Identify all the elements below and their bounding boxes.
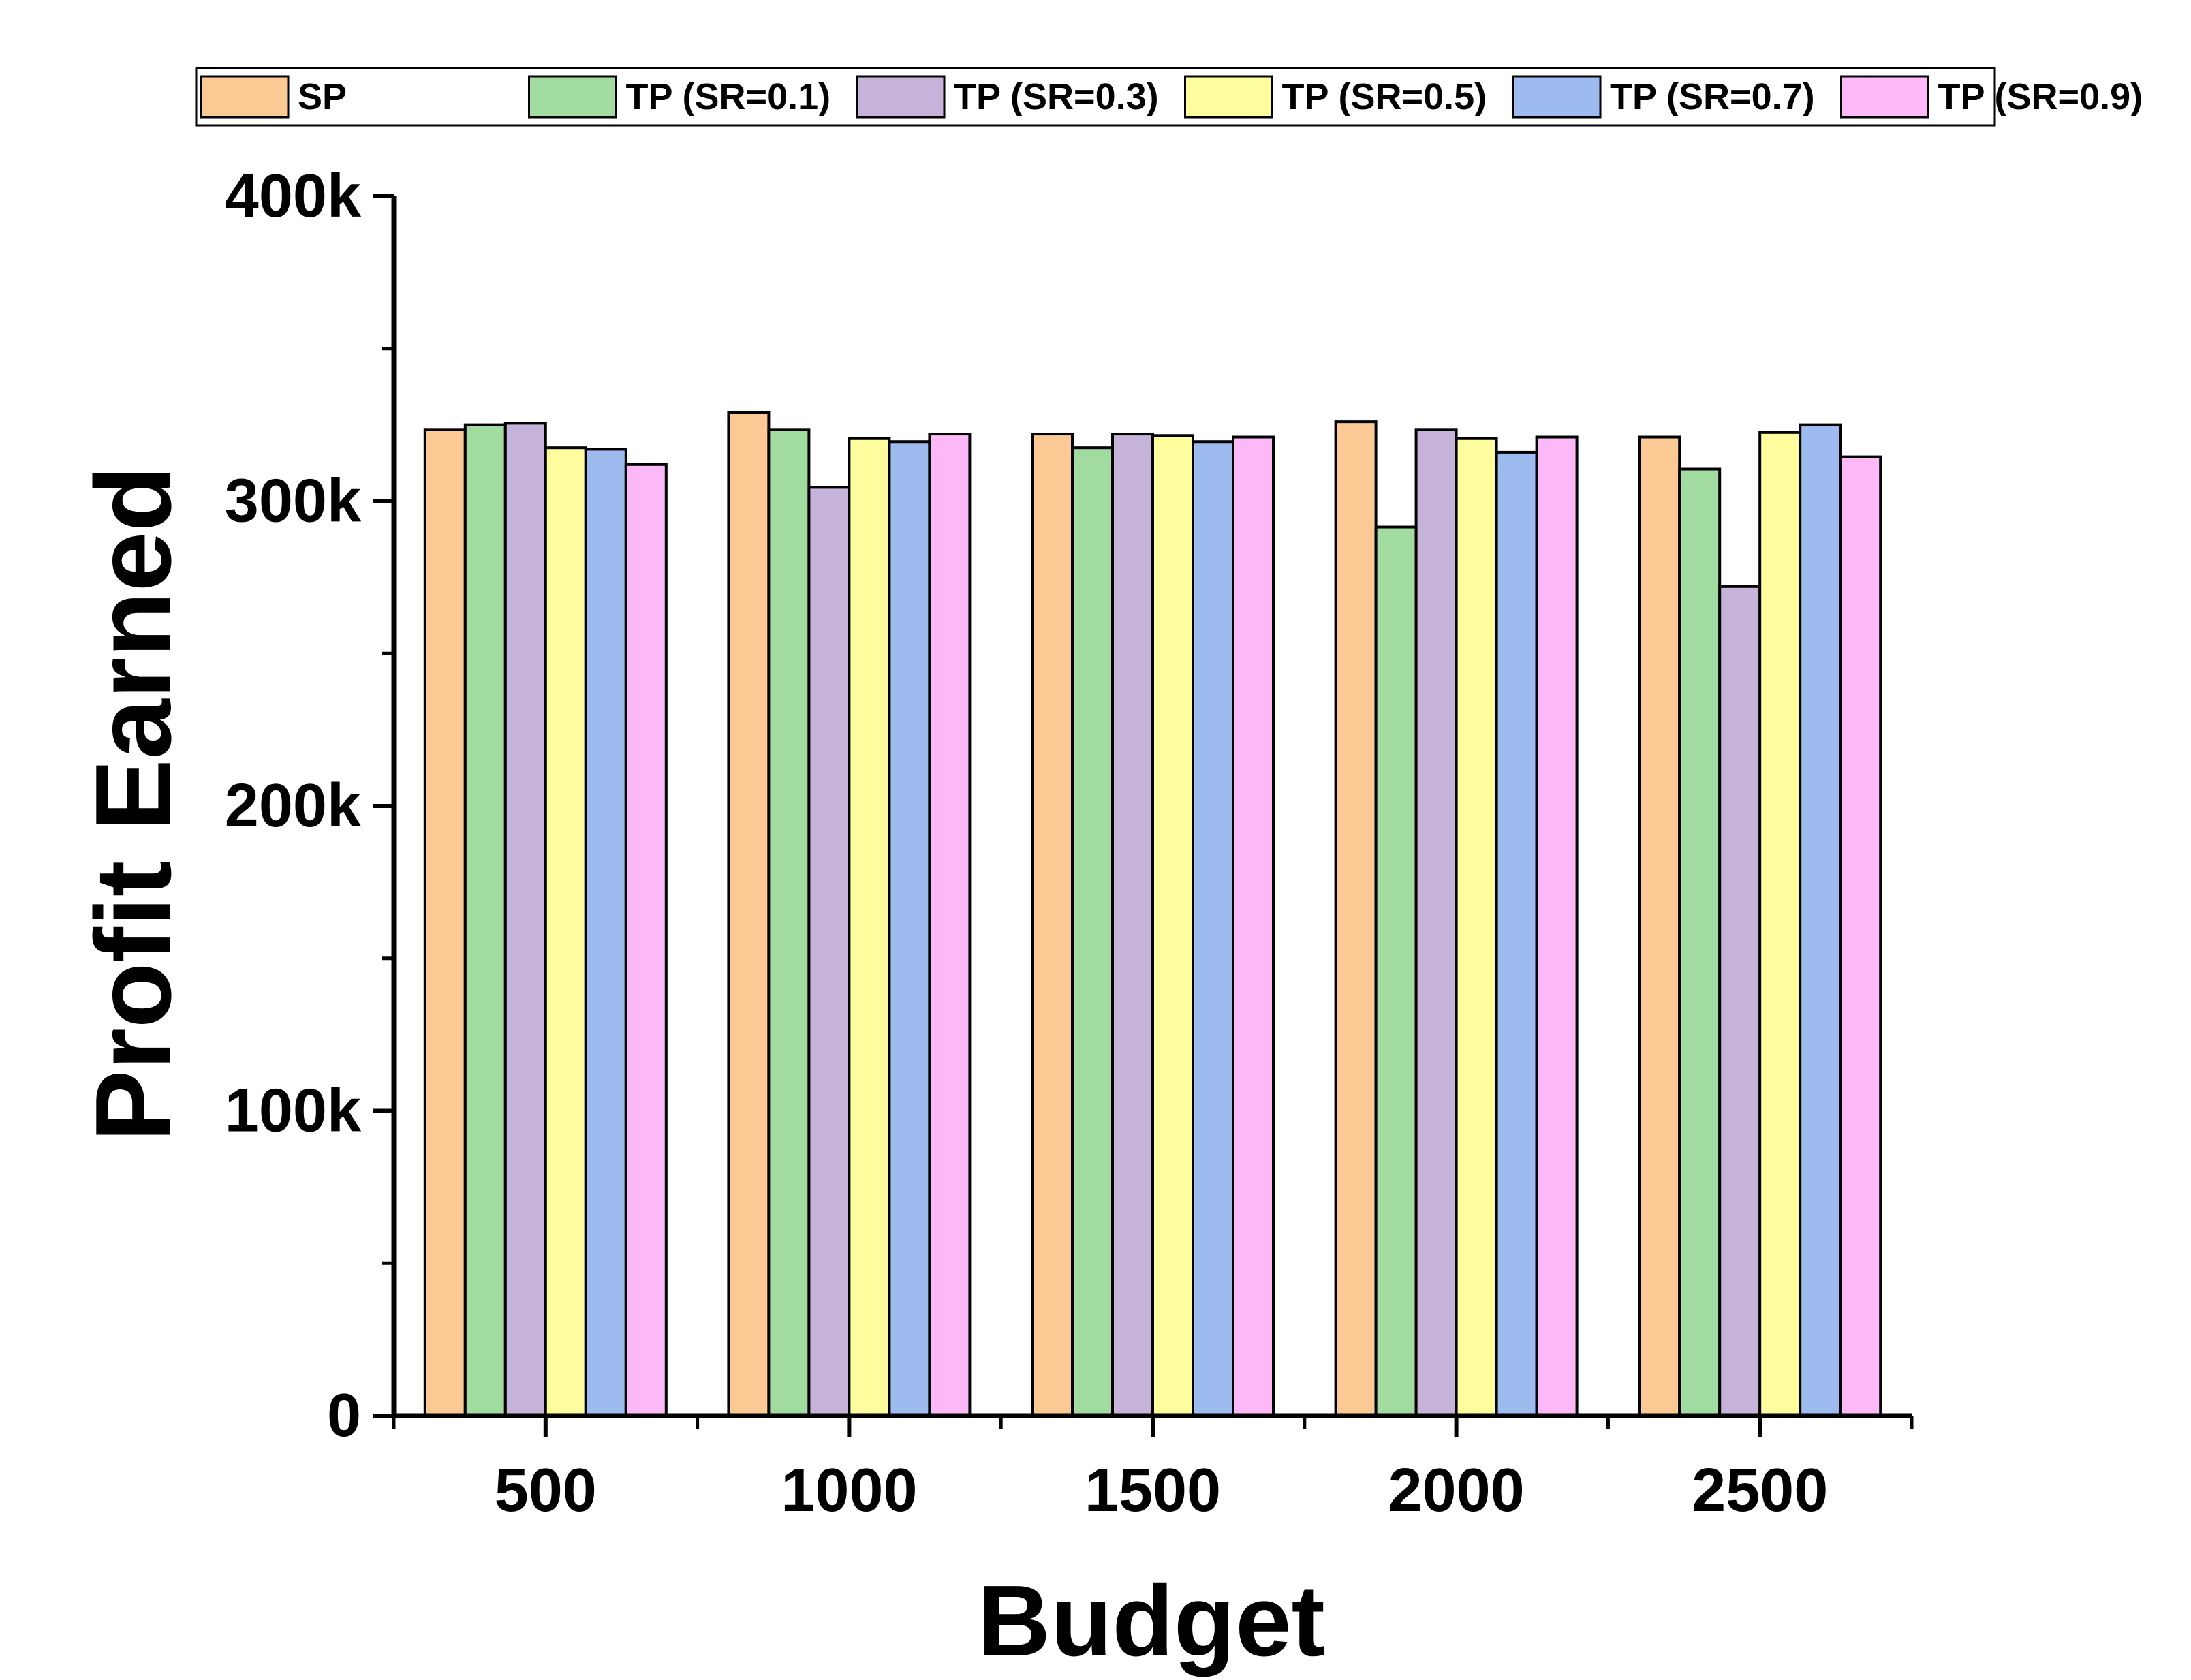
legend-swatch: [200, 75, 290, 119]
legend-swatch: [528, 75, 617, 119]
bar-tp-sr-0-7-1500: [1192, 440, 1234, 1417]
bar-tp-sr-0-3-500: [503, 422, 547, 1418]
legend-swatch: [1840, 75, 1929, 119]
bar-tp-sr-0-1-2000: [1374, 525, 1418, 1417]
y-tick-label: 0: [327, 1382, 361, 1450]
x-tick-label: 500: [495, 1457, 597, 1525]
bar-tp-sr-0-1-1500: [1071, 446, 1114, 1417]
bar-sp-2000: [1334, 420, 1378, 1417]
x-axis-label: Budget: [978, 1565, 1325, 1677]
bar-tp-sr-0-5-2000: [1455, 437, 1498, 1418]
legend-swatch: [1184, 75, 1273, 119]
bar-tp-sr-0-9-1000: [928, 433, 972, 1417]
bar-tp-sr-0-3-2500: [1718, 585, 1762, 1417]
x-tick-label: 2000: [1388, 1457, 1524, 1525]
axes-group: 0 100k 200k 300k 400k 500 1000 1500 2000 2500: [225, 162, 1914, 1525]
bar-tp-sr-0-3-1000: [807, 486, 851, 1417]
legend-box: [195, 67, 1996, 127]
bar-tp-sr-0-1-2500: [1678, 467, 1722, 1418]
bar-tp-sr-0-9-1500: [1232, 435, 1275, 1417]
y-tick-label: 300k: [225, 467, 362, 535]
legend-label: TP (SR=0.3): [954, 76, 1159, 117]
x-tick-label: 2500: [1692, 1457, 1828, 1525]
x-tick-label: 1000: [781, 1457, 917, 1525]
bar-tp-sr-0-9-500: [624, 463, 668, 1417]
legend: SP TP (SR=0.1) TP (SR=0.3) TP (SR=0.5) TP (S…: [195, 67, 2143, 127]
bar-tp-sr-0-5-2500: [1758, 431, 1802, 1417]
bar-tp-sr-0-7-1000: [888, 440, 931, 1417]
bar-sp-1000: [727, 411, 771, 1417]
bar-tp-sr-0-5-1500: [1151, 434, 1194, 1417]
bar-tp-sr-0-5-500: [544, 446, 587, 1417]
y-axis-label: Profit Earned: [74, 466, 193, 1142]
bar-tp-sr-0-7-2500: [1799, 423, 1842, 1417]
bar-tp-sr-0-9-2500: [1839, 455, 1882, 1417]
bar-tp-sr-0-7-2000: [1495, 450, 1538, 1417]
bars-group: [423, 411, 1882, 1418]
legend-swatch: [856, 75, 946, 119]
x-tick-label: 1500: [1085, 1457, 1221, 1525]
bar-sp-2500: [1638, 435, 1681, 1417]
legend-label: SP: [298, 76, 347, 117]
bar-tp-sr-0-7-500: [584, 448, 627, 1417]
bar-tp-sr-0-9-2000: [1535, 435, 1579, 1417]
legend-label: TP (SR=0.1): [626, 76, 831, 117]
legend-label: TP (SR=0.9): [1938, 76, 2143, 117]
y-tick-label: 100k: [225, 1077, 362, 1145]
bar-sp-500: [423, 428, 467, 1417]
bar-tp-sr-0-1-1000: [767, 428, 811, 1417]
legend-label: TP (SR=0.7): [1610, 76, 1815, 117]
y-tick-label: 200k: [225, 772, 362, 840]
bar-tp-sr-0-3-1500: [1111, 433, 1154, 1417]
legend-swatch: [1512, 75, 1602, 119]
bar-tp-sr-0-1-500: [463, 423, 507, 1417]
bar-sp-1500: [1031, 433, 1074, 1417]
legend-label: TP (SR=0.5): [1282, 76, 1487, 117]
y-tick-label: 400k: [225, 162, 362, 230]
bar-tp-sr-0-5-1000: [848, 437, 891, 1418]
bar-tp-sr-0-3-2000: [1414, 428, 1458, 1417]
